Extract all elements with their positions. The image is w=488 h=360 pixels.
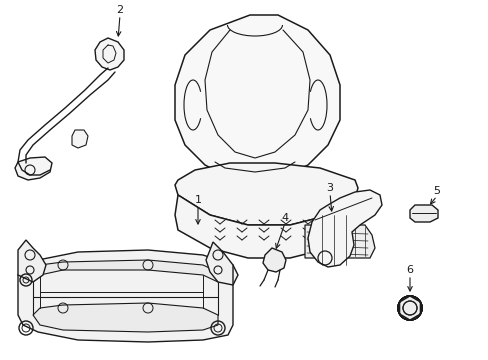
- Polygon shape: [18, 240, 46, 282]
- Text: 5: 5: [433, 186, 440, 196]
- Polygon shape: [95, 38, 124, 70]
- Text: 2: 2: [116, 5, 123, 15]
- Text: 3: 3: [326, 183, 333, 193]
- Polygon shape: [205, 242, 232, 285]
- Text: 4: 4: [281, 213, 288, 223]
- Polygon shape: [175, 195, 357, 258]
- Polygon shape: [72, 130, 88, 148]
- Polygon shape: [33, 260, 218, 282]
- Text: 6: 6: [406, 265, 413, 275]
- Polygon shape: [18, 250, 238, 342]
- Polygon shape: [409, 205, 437, 222]
- Polygon shape: [263, 248, 285, 272]
- Polygon shape: [399, 296, 420, 320]
- Polygon shape: [15, 157, 52, 180]
- Text: 1: 1: [194, 195, 201, 205]
- Polygon shape: [175, 163, 357, 225]
- Polygon shape: [305, 225, 374, 258]
- Polygon shape: [175, 15, 339, 183]
- Polygon shape: [33, 303, 218, 332]
- Polygon shape: [307, 190, 381, 267]
